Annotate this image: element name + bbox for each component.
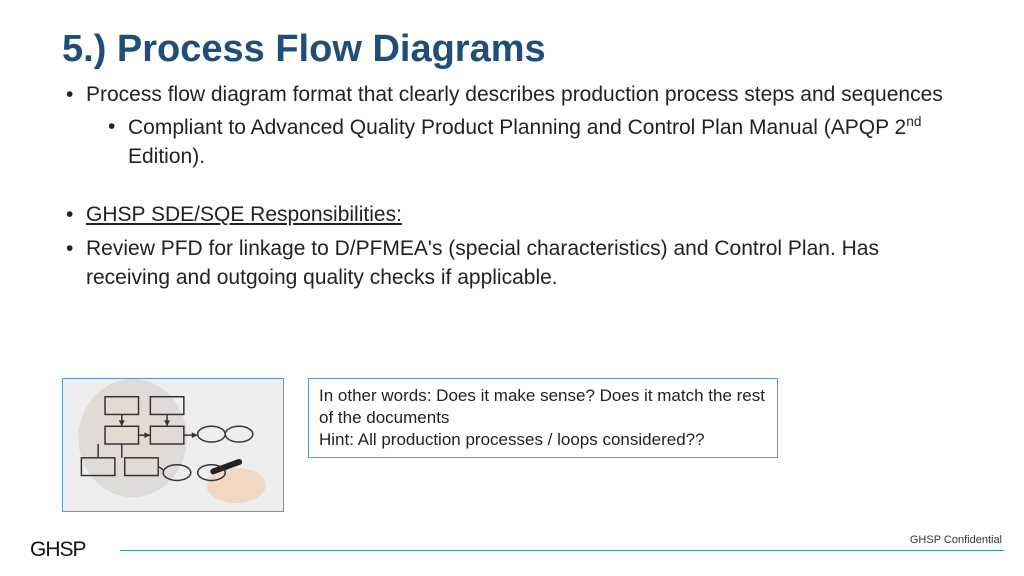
slide-footer: GHSP GHSP Confidential (0, 532, 1024, 562)
bullet-item: Review PFD for linkage to D/PFMEA's (spe… (62, 235, 962, 292)
footer-confidential: GHSP Confidential (904, 534, 1002, 546)
callout-line: In other words: Does it make sense? Does… (319, 385, 767, 429)
sub-bullet-text-pre: Compliant to Advanced Quality Product Pl… (128, 116, 906, 139)
sub-bullet-item: Compliant to Advanced Quality Product Pl… (86, 113, 962, 171)
bullet-text: Process flow diagram format that clearly… (86, 83, 943, 106)
slide-body: 5.) Process Flow Diagrams Process flow d… (0, 0, 1024, 292)
sub-bullet-sup: nd (906, 114, 921, 129)
footer-divider (120, 550, 1004, 552)
bullet-heading: GHSP SDE/SQE Responsibilities: (86, 203, 402, 226)
bullet-item: Process flow diagram format that clearly… (62, 81, 962, 171)
slide-title: 5.) Process Flow Diagrams (62, 28, 962, 71)
sub-bullet-text-post: Edition). (128, 145, 205, 168)
flowchart-svg (63, 379, 283, 511)
bullet-text: Review PFD for linkage to D/PFMEA's (spe… (86, 237, 879, 288)
bullet-list-2: GHSP SDE/SQE Responsibilities: Review PF… (62, 201, 962, 292)
lower-row: In other words: Does it make sense? Does… (62, 378, 778, 512)
callout-line: Hint: All production processes / loops c… (319, 429, 767, 451)
footer-logo: GHSP (30, 538, 86, 562)
flowchart-thumbnail (62, 378, 284, 512)
sub-bullet-list: Compliant to Advanced Quality Product Pl… (86, 113, 962, 171)
bullet-list: Process flow diagram format that clearly… (62, 81, 962, 171)
bullet-item: GHSP SDE/SQE Responsibilities: (62, 201, 962, 229)
callout-box: In other words: Does it make sense? Does… (308, 378, 778, 458)
spacer (62, 177, 962, 201)
